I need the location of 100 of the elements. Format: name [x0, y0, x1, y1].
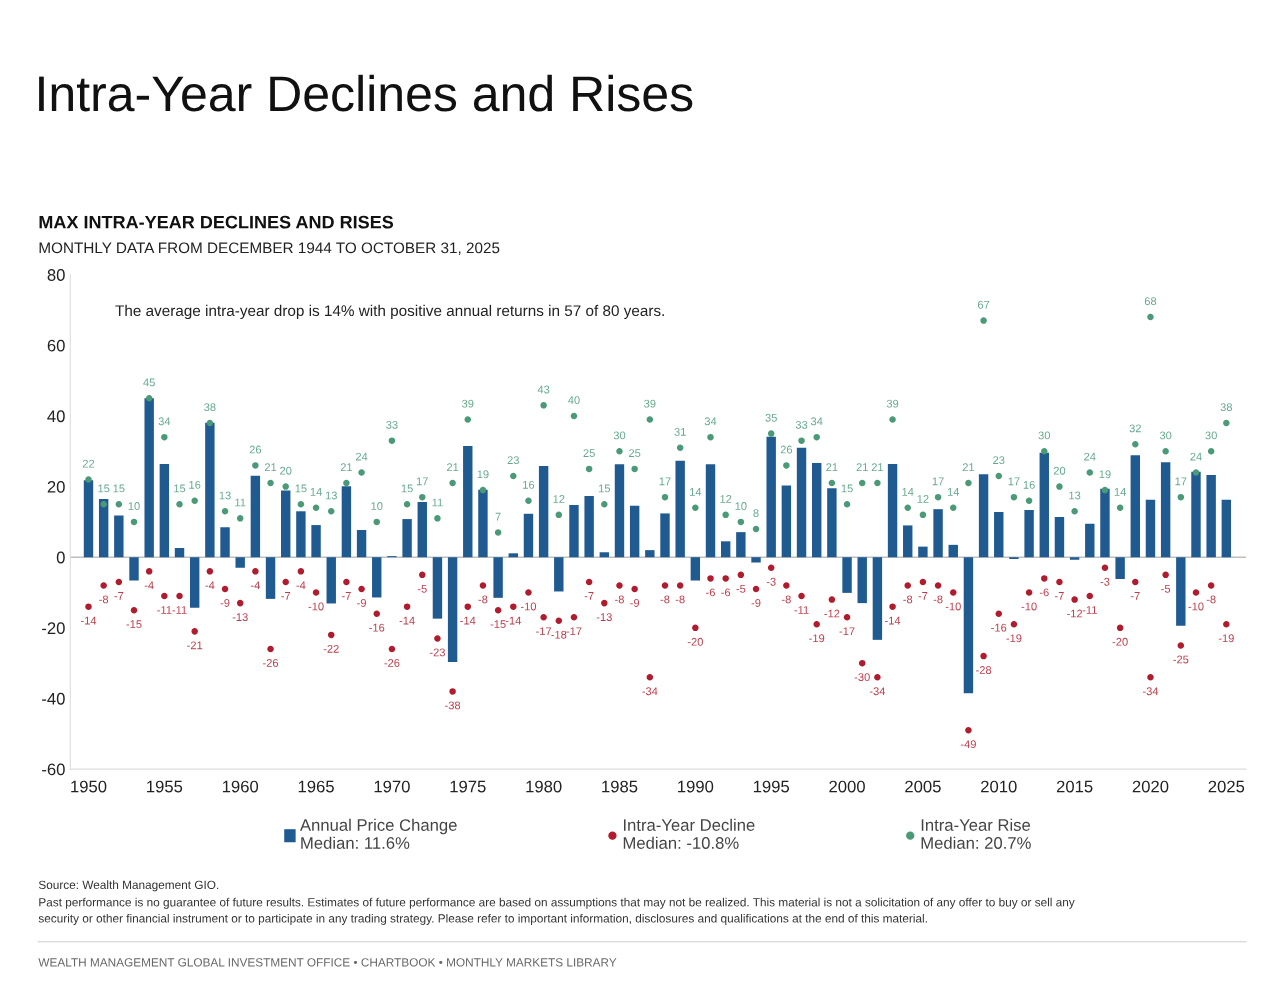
bar: [265, 557, 276, 599]
bar: [1130, 455, 1140, 558]
data-label: 10: [735, 502, 747, 510]
bar: [1176, 557, 1186, 626]
data-label: 15: [174, 484, 186, 493]
data-label: -34: [869, 687, 886, 696]
x-tick-label: 1980: [526, 780, 562, 793]
bar: [751, 557, 761, 563]
data-label: 12: [720, 495, 732, 503]
data-label: 23: [507, 456, 519, 465]
bar: [781, 485, 792, 558]
data-label: 21: [446, 463, 459, 472]
data-label: 33: [386, 420, 398, 429]
data-label: -7: [114, 592, 124, 600]
bar: [114, 515, 124, 558]
x-tick-label: 1995: [753, 780, 790, 793]
data-label: -19: [809, 634, 825, 643]
data-label: 17: [1008, 477, 1020, 486]
bar: [1160, 462, 1171, 558]
bar: [508, 553, 518, 558]
data-label: 23: [993, 456, 1005, 465]
bar: [614, 464, 625, 558]
x-tick-label: 2020: [1132, 780, 1169, 793]
bar: [812, 462, 822, 558]
bar: [736, 532, 746, 558]
data-label: 14: [1114, 488, 1126, 496]
annotation: The average intra-year drop is 14% with positive annual returns in 57 of 80 years.: [115, 304, 664, 320]
data-label: 45: [143, 378, 155, 387]
data-label: -19: [1006, 634, 1022, 643]
x-tick-label: 2015: [1056, 780, 1093, 793]
bar: [796, 447, 807, 558]
chart-title: Intra-Year Declines and Rises: [39, 74, 693, 112]
bar: [569, 504, 579, 558]
data-label: 14: [902, 488, 914, 496]
data-label: -25: [1173, 655, 1189, 664]
bar: [1024, 509, 1034, 558]
data-label: -18: [551, 630, 567, 639]
data-label: -28: [976, 666, 992, 674]
bar: [675, 460, 685, 558]
data-label: 21: [826, 463, 838, 472]
data-label: 14: [310, 488, 322, 496]
x-tick-label: 1970: [374, 780, 410, 793]
text: WEALTH MANAGEMENT GLOBAL INVESTMENT OFFICE • CHARTBOOK • MONTHLY MARKETS LIBRARY: [38, 958, 617, 967]
data-label: 21: [264, 463, 277, 472]
data-label: 15: [598, 484, 611, 493]
data-label: -15: [490, 620, 506, 629]
data-label: 30: [1038, 431, 1051, 440]
bar: [1085, 523, 1095, 558]
x-tick-label: 1960: [222, 780, 259, 793]
data-label: 15: [841, 484, 853, 493]
data-label: -8: [99, 595, 109, 604]
data-label: 39: [886, 399, 899, 408]
bar: [994, 512, 1004, 558]
data-label: -21: [187, 641, 203, 650]
data-label: -4: [205, 581, 215, 590]
bar: [629, 505, 640, 558]
data-label: -9: [357, 599, 366, 607]
data-label: 13: [1069, 491, 1081, 500]
data-label: 20: [280, 466, 292, 475]
bar: [1115, 557, 1125, 580]
bar: [978, 474, 989, 558]
data-label: -4: [296, 581, 306, 590]
legend-label: Annual Price Change Median: 11.6%: [299, 818, 457, 849]
data-label: -16: [991, 623, 1007, 632]
y-tick-label: 40: [47, 410, 65, 423]
bar: [705, 464, 716, 558]
bar: [872, 557, 883, 640]
data-label: -8: [933, 595, 943, 604]
data-label: 16: [1023, 480, 1035, 489]
data-label: 43: [537, 385, 550, 394]
bar: [174, 548, 185, 558]
data-label: -8: [1206, 595, 1216, 604]
data-label: -13: [596, 613, 612, 621]
bar: [1054, 516, 1065, 558]
data-label: 16: [523, 480, 535, 489]
data-label: -22: [323, 644, 339, 653]
data-label: 34: [158, 417, 171, 426]
data-label: -12: [824, 609, 840, 618]
bar: [887, 463, 898, 558]
data-label: 31: [674, 427, 686, 436]
bar: [918, 546, 928, 558]
data-label: -9: [751, 599, 761, 607]
data-label: 26: [780, 445, 793, 454]
data-label: 32: [1129, 424, 1141, 433]
data-label: -11: [794, 606, 809, 614]
text: Past performance is no guarantee of future results. Estimates of future performance are based on assumptions that may not be realized. This material is not a solicitation of any offer to buy or sell any security or other financial instrument or to participate in any trading strategy. Please refer to important information, disclosures and qualifications at the end of this material.: [38, 897, 1075, 925]
data-label: 21: [856, 463, 868, 472]
bar: [857, 557, 867, 604]
data-label: -11: [1082, 606, 1097, 614]
data-label: -5: [417, 585, 427, 593]
data-label: 12: [553, 495, 565, 503]
data-label: -10: [1188, 602, 1204, 611]
bar: [326, 557, 336, 604]
data-label: -17: [839, 627, 855, 636]
bar: [189, 557, 200, 608]
data-label: 14: [690, 488, 702, 496]
data-label: -14: [399, 616, 415, 625]
data-label: -8: [660, 595, 670, 604]
data-label: 38: [204, 403, 216, 412]
y-tick-label: -40: [42, 692, 65, 705]
